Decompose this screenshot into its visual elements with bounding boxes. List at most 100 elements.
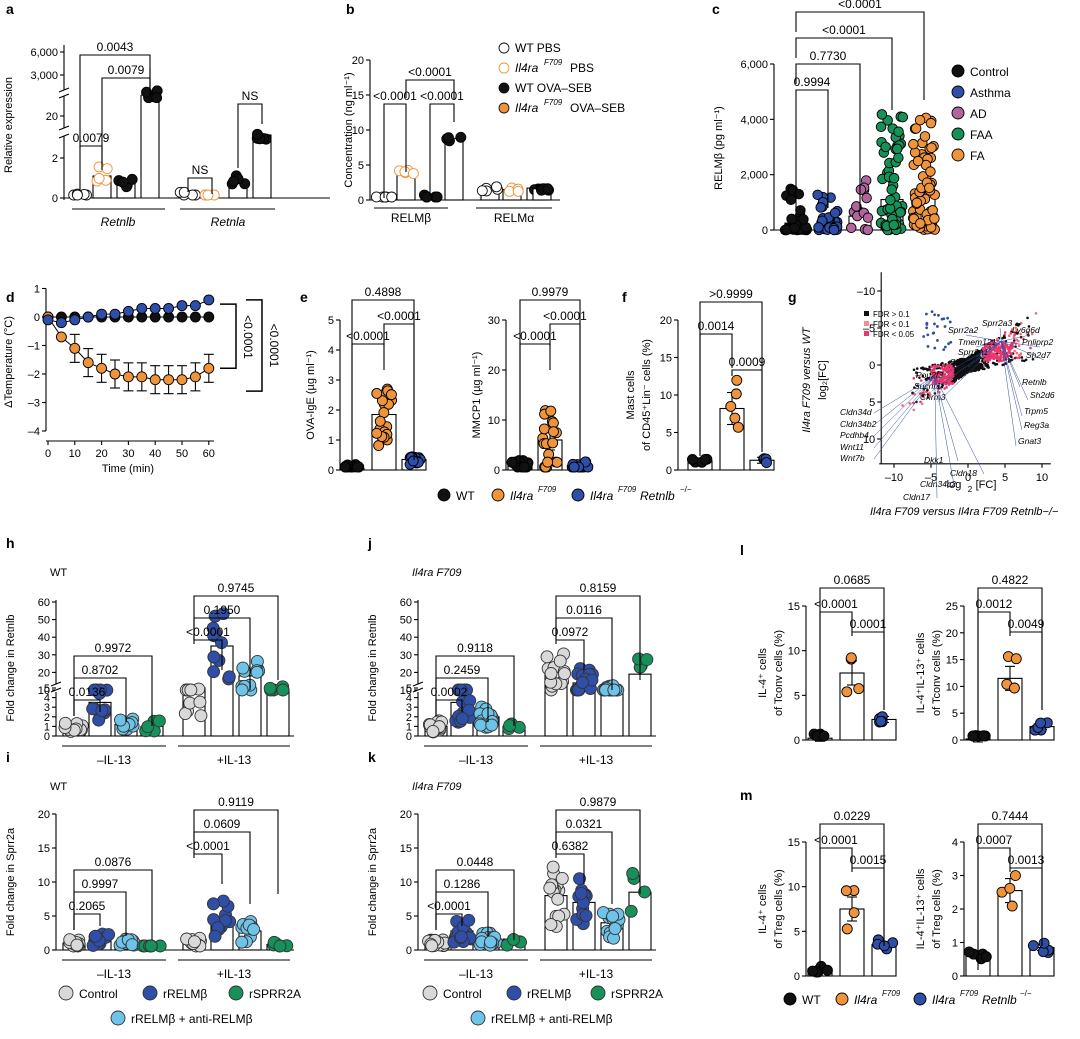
panel-letter: i [6, 749, 10, 765]
bar [444, 137, 464, 201]
p-value-label: 0.1286 [444, 877, 481, 891]
data-point [189, 311, 201, 323]
gene-pointer [933, 341, 1002, 381]
bracket-line [977, 847, 1011, 970]
gene-label: Sprr2a2 [948, 325, 979, 335]
gene-label: Ly6g6d [1012, 325, 1040, 335]
bracket-line [193, 639, 223, 670]
gene-label: Gnat3 [1018, 436, 1041, 446]
data-point [943, 325, 947, 328]
data-point [568, 461, 580, 473]
bracket-line [246, 299, 263, 392]
y-tick-label: 6,000 [740, 59, 768, 71]
data-point [951, 370, 955, 373]
gene-label: Pcdhb4 [840, 430, 869, 440]
data-point [992, 357, 996, 361]
y-axis-title: IL-4⁺IL-13⁺ cells [915, 632, 927, 713]
data-point [729, 412, 741, 424]
legend-marker [835, 992, 849, 1006]
gene-pointer [1001, 341, 1023, 431]
gene-label: Tmem121 [958, 337, 997, 347]
significance-bracket: 0.9972 [73, 641, 153, 726]
legend-label: PBS [570, 61, 594, 75]
legend-label: rRELMβ [527, 987, 571, 1001]
y-tick-label: 10 [400, 877, 412, 889]
y-axis-title: Relative expression [3, 77, 15, 173]
data-point [548, 426, 559, 438]
y-tick-label: 30 [400, 650, 412, 662]
significance-bracket: 0.0014 [698, 319, 735, 456]
data-point [545, 405, 557, 417]
data-point [981, 367, 985, 371]
p-value-label: 0.0014 [698, 319, 735, 333]
y-axis-title: Il4ra F709 versus WT [801, 326, 813, 432]
y-tick-label: 0 [34, 312, 40, 324]
p-value-label: <0.0001 [267, 324, 281, 368]
data-point [921, 366, 925, 369]
legend-marker [590, 985, 606, 1001]
data-point [1020, 356, 1024, 359]
panel-c: 0 2,000 4,000 6,000 RELMβ (pg ml⁻¹) 0.9994 0.7… [713, 0, 1011, 237]
significance-bracket: 0.9994 [794, 75, 831, 210]
p-value-label: <0.0001 [838, 0, 882, 11]
data-point [886, 184, 897, 195]
legend-label: Il4ra [515, 61, 539, 75]
p-value-label: <0.0001 [346, 329, 390, 343]
legend-label: Control [443, 987, 482, 1001]
y-tick-label: 5 [406, 911, 412, 923]
data-point [476, 185, 488, 197]
bracket-line [435, 677, 489, 722]
significance-bracket: 0.0007 [976, 833, 1013, 970]
data-point [964, 368, 968, 372]
data-point [176, 311, 188, 323]
data-point [1017, 344, 1021, 348]
data-point [1012, 331, 1016, 334]
data-point [1004, 882, 1016, 894]
data-point [993, 349, 997, 352]
data-point [885, 194, 896, 206]
p-value-label: <0.0001 [822, 23, 866, 37]
data-point [540, 650, 554, 664]
data-point [1035, 717, 1047, 729]
group-label: Retnla [211, 215, 246, 229]
p-value-label: 0.1950 [204, 603, 241, 617]
data-point [551, 892, 565, 906]
data-point [1014, 326, 1018, 330]
y-tick-label: 5 [406, 683, 412, 695]
p-value-label: 0.0012 [976, 597, 1013, 611]
data-point [813, 222, 824, 233]
group-label: +IL-13 [579, 967, 614, 981]
data-point [974, 351, 977, 355]
y-tick-label: 0 [44, 731, 50, 743]
data-point [1002, 358, 1006, 362]
data-point [936, 339, 939, 342]
data-point [926, 376, 930, 380]
p-value-label: <0.0001 [408, 65, 452, 79]
y-tick-label: 2 [328, 405, 334, 417]
data-point [964, 362, 968, 366]
data-point [141, 720, 155, 734]
legend-label: WT OVA–SEB [515, 81, 592, 95]
data-point [70, 938, 84, 952]
bracket-line [435, 699, 463, 716]
data-point [126, 173, 138, 185]
data-point [207, 665, 221, 679]
data-point [1003, 336, 1007, 339]
data-point [930, 365, 933, 369]
y-tick-label: 4,000 [740, 114, 768, 126]
p-value-label: 0.0229 [834, 809, 871, 823]
y-axis-title: RELMβ (pg ml⁻¹) [713, 106, 725, 190]
y-tick-label: 20 [38, 667, 50, 679]
data-point [455, 131, 467, 143]
data-point [251, 128, 263, 140]
panel-subtitle: Il4ra F709 [412, 781, 462, 793]
p-value-label: 0.0079 [108, 63, 145, 77]
significance-bracket: 0.0972 [552, 625, 589, 670]
p-value-label: 0.0079 [73, 131, 110, 145]
data-point [206, 897, 220, 911]
y-tick-label: 0 [794, 735, 800, 747]
gene-label: Cldn34d [840, 407, 872, 417]
legend-label: rRELMβ + anti-RELMβ [131, 1012, 253, 1026]
data-point [956, 360, 960, 363]
